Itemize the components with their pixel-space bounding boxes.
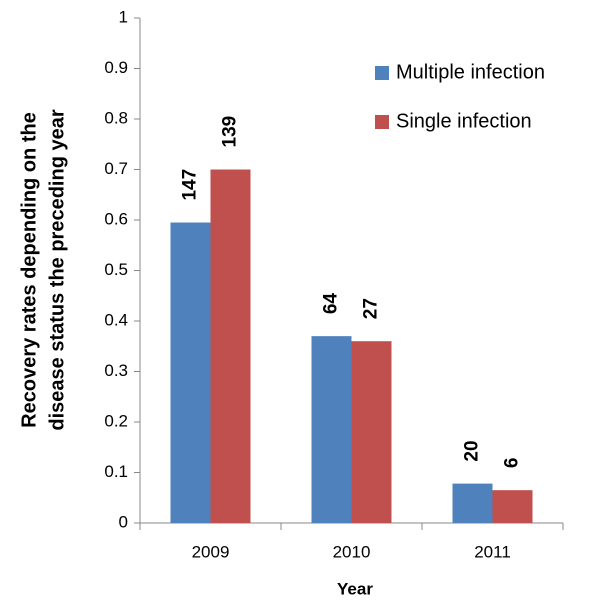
y-tick-label: 0.8 — [104, 108, 128, 127]
count-label: 64 — [321, 293, 342, 315]
bar — [452, 483, 493, 523]
bar — [210, 169, 251, 523]
y-tick-label: 0.2 — [104, 411, 128, 430]
bar — [170, 222, 211, 523]
y-tick-label: 0.4 — [104, 310, 128, 329]
x-axis-label: Year — [337, 579, 373, 598]
y-tick-label: 0.6 — [104, 209, 128, 228]
y-tick-label: 0.1 — [104, 462, 128, 481]
y-tick-label: 0.5 — [104, 260, 128, 279]
y-tick-label: 0.9 — [104, 58, 128, 77]
x-tick-label: 2009 — [192, 542, 230, 561]
legend-swatch — [375, 66, 389, 80]
legend-label: Multiple infection — [396, 61, 545, 83]
x-tick-label: 2010 — [333, 542, 371, 561]
bar — [311, 336, 352, 523]
y-tick-label: 1 — [119, 7, 128, 26]
legend-label: Single infection — [396, 110, 532, 132]
bar — [492, 490, 533, 523]
count-label: 147 — [180, 169, 201, 201]
y-axis-label: Recovery rates depending on the — [18, 112, 40, 428]
count-label: 20 — [462, 440, 483, 461]
y-axis-label: disease status the preceding year — [46, 109, 68, 430]
count-label: 6 — [502, 458, 523, 469]
count-label: 139 — [220, 116, 241, 148]
legend-swatch — [375, 115, 389, 129]
y-tick-label: 0.7 — [104, 159, 128, 178]
x-tick-label: 2011 — [474, 542, 511, 561]
count-label: 27 — [361, 298, 382, 319]
bar — [351, 341, 392, 523]
y-tick-label: 0.3 — [104, 361, 128, 380]
y-tick-label: 0 — [119, 512, 128, 531]
